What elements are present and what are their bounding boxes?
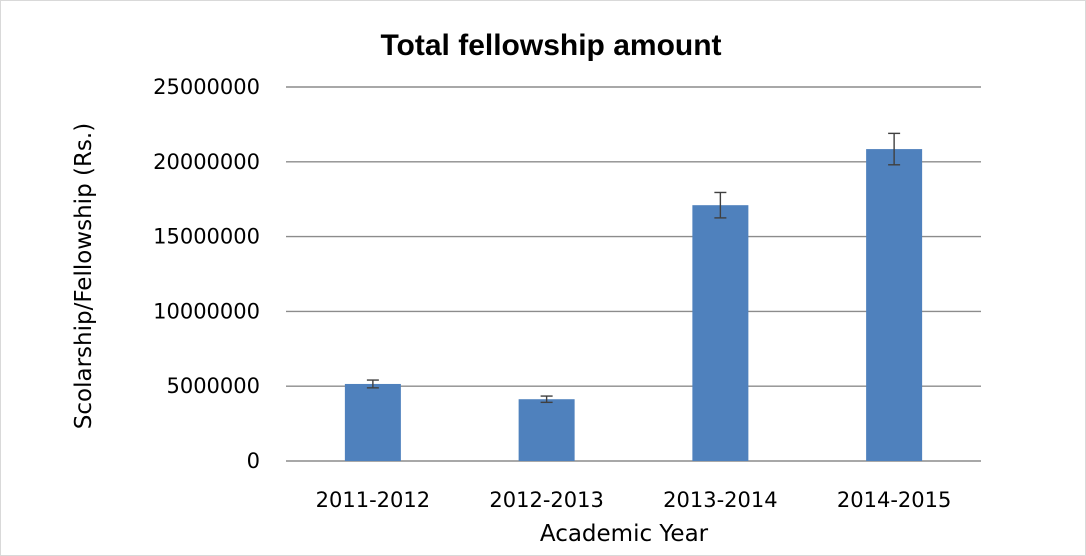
y-tick-label-4: 20000000 bbox=[153, 150, 260, 174]
x-tick-label-2012-2013: 2012-2013 bbox=[489, 488, 603, 512]
y-tick-label-0: 0 bbox=[247, 449, 260, 473]
error-bars bbox=[366, 132, 901, 404]
bar-2013-2014 bbox=[692, 205, 749, 461]
y-tick-label-3: 15000000 bbox=[153, 225, 260, 249]
y-tick-labels: 0 5000000 10000000 15000000 20000000 25000000 bbox=[153, 75, 260, 473]
error-bar-2012-2013 bbox=[540, 395, 553, 404]
y-tick-label-1: 5000000 bbox=[166, 374, 260, 398]
x-tick-label-2013-2014: 2013-2014 bbox=[663, 488, 777, 512]
error-bar-2013-2014 bbox=[714, 191, 727, 219]
error-bar-2014-2015 bbox=[888, 132, 901, 166]
x-tick-label-2014-2015: 2014-2015 bbox=[837, 488, 951, 512]
chart-title: Total fellowship amount bbox=[380, 29, 721, 62]
bar-2012-2013 bbox=[518, 399, 575, 461]
bar-2014-2015 bbox=[866, 149, 923, 462]
y-tick-label-2: 10000000 bbox=[153, 299, 260, 323]
bar-2011-2012 bbox=[344, 383, 401, 461]
x-tick-label-2011-2012: 2011-2012 bbox=[316, 488, 430, 512]
x-tick-labels: 2011-2012 2012-2013 2013-2014 2014-2015 bbox=[316, 488, 952, 512]
y-axis-label: Scolarship/Fellowship (Rs.) bbox=[71, 123, 97, 429]
gridlines bbox=[286, 86, 981, 462]
x-axis-label: Academic Year bbox=[540, 521, 709, 547]
bars bbox=[344, 149, 923, 462]
error-bar-2011-2012 bbox=[366, 379, 379, 389]
y-tick-label-5: 25000000 bbox=[153, 75, 260, 99]
